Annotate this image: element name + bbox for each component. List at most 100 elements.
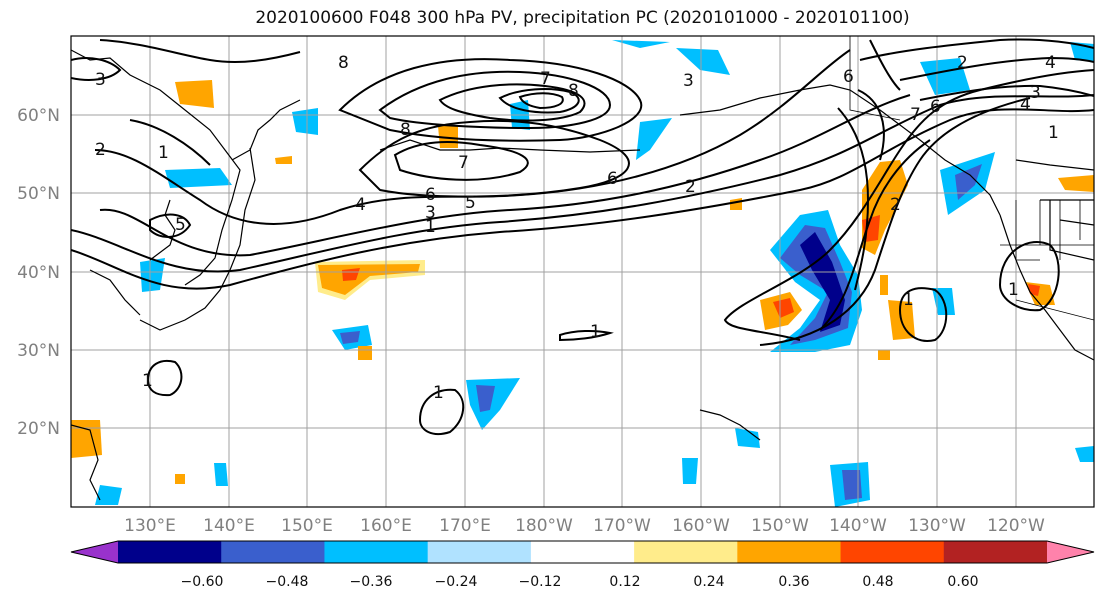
contour-label: 4 [355, 195, 366, 215]
precip-negative-region [340, 331, 360, 344]
lat-label: 60°N [17, 106, 60, 126]
lon-label: 170°E [439, 516, 491, 536]
contour-label: 6 [607, 169, 618, 189]
precip-negative-region [682, 458, 698, 484]
contour-label: 2 [95, 140, 106, 160]
political-borders [849, 36, 1094, 321]
latitude-labels: 60°N 50°N 40°N 30°N 20°N [17, 106, 60, 439]
contour-label: 2 [957, 53, 968, 73]
contour-label: 1 [1008, 280, 1019, 300]
colorbar-tick-label: 0.36 [778, 574, 809, 590]
precip-negative-region [95, 485, 122, 505]
contour-label: 1 [425, 217, 436, 237]
colorbar-segment [324, 541, 429, 563]
lat-label: 30°N [17, 341, 60, 361]
contour-label: 6 [930, 97, 941, 117]
contour-label: 6 [843, 67, 854, 87]
colorbar-tick-label: −0.12 [519, 574, 562, 590]
lon-label: 130°E [124, 516, 176, 536]
contour-label: 5 [175, 215, 186, 235]
contour-label: 4 [1020, 95, 1031, 115]
precip-positive-region [71, 420, 102, 458]
contour-label: 1 [1048, 123, 1059, 143]
colorbar-segment [427, 541, 532, 563]
precip-positive-region [878, 350, 890, 360]
precip-negative-region [165, 168, 232, 188]
contour-label: 5 [465, 193, 476, 213]
colorbar-tick-label: 0.12 [609, 574, 640, 590]
colorbar-tick-label: −0.36 [350, 574, 393, 590]
lat-label: 40°N [17, 263, 60, 283]
precip-positive-region [773, 298, 794, 318]
contour-label: 8 [568, 81, 579, 101]
contour-label: 1 [142, 371, 153, 391]
colorbar-tick-labels: −0.60 −0.48 −0.36 −0.24 −0.12 0.12 0.24 … [181, 574, 979, 590]
precip-anomaly-shading [71, 40, 1094, 507]
colorbar-segment [634, 541, 738, 563]
precip-negative-region [636, 118, 672, 160]
colorbar-tick-label: 0.24 [693, 574, 724, 590]
contour-label: 1 [903, 290, 914, 310]
precip-positive-region [175, 474, 185, 484]
colorbar-tick-label: 0.48 [862, 574, 893, 590]
pv-contours [71, 38, 1094, 436]
lon-label: 150°E [281, 516, 333, 536]
lon-label: 160°W [672, 516, 730, 536]
contour-label: 1 [158, 143, 169, 163]
colorbar-segment [840, 541, 945, 563]
colorbar-segment [118, 541, 222, 563]
precip-negative-region [476, 385, 495, 412]
precip-positive-region [1058, 175, 1094, 192]
precip-negative-region [735, 428, 760, 448]
colorbar-segment [221, 541, 325, 563]
lon-label: 140°W [829, 516, 887, 536]
colorbar-tick-label: −0.60 [181, 574, 224, 590]
lon-label: 160°E [360, 516, 412, 536]
lon-label: 130°W [908, 516, 966, 536]
colorbar-segment [943, 541, 1048, 563]
precip-positive-region [358, 346, 372, 360]
contour-label: 3 [95, 70, 106, 90]
precip-negative-region [920, 58, 970, 95]
precip-positive-region [880, 275, 888, 295]
precip-negative-region [292, 108, 318, 135]
plot-border [70, 35, 1095, 508]
colorbar-segment [530, 541, 635, 563]
contour-label: 3 [683, 71, 694, 91]
map-title: 2020100600 F048 300 hPa PV, precipitatio… [255, 8, 910, 28]
lat-label: 20°N [17, 419, 60, 439]
contour-label: 1 [590, 322, 601, 342]
contour-label: 4 [1045, 53, 1056, 73]
lon-label: 140°E [203, 516, 255, 536]
contour-labels: 1 1 1 1 1 1 1 1 2 2 2 2 3 3 3 3 4 4 4 5 … [95, 53, 1059, 403]
precip-negative-region [612, 40, 670, 48]
precip-positive-region [175, 80, 214, 108]
contour-label: 6 [425, 185, 436, 205]
contour-label: 2 [890, 195, 901, 215]
colorbar-outline [70, 540, 1095, 564]
colorbar-tick-label: 0.60 [947, 574, 978, 590]
precip-negative-region [842, 470, 862, 500]
contour-label: 8 [400, 120, 411, 140]
coastlines [71, 49, 1094, 501]
contour-label: 3 [425, 203, 436, 223]
precip-positive-region [342, 268, 360, 281]
contour-label: 7 [458, 153, 469, 173]
lat-label: 50°N [17, 184, 60, 204]
contour-label: 7 [910, 105, 921, 125]
contour-label: 3 [1030, 83, 1041, 103]
lon-label: 120°W [987, 516, 1045, 536]
lon-label: 180°W [515, 516, 573, 536]
contour-label: 1 [433, 383, 444, 403]
precip-negative-region [1075, 446, 1094, 462]
contour-label: 2 [685, 177, 696, 197]
precip-negative-region [676, 48, 730, 75]
longitude-labels: 130°E 140°E 150°E 160°E 170°E 180°W 170°… [124, 516, 1045, 536]
contour-label: 8 [338, 53, 349, 73]
lon-label: 150°W [751, 516, 809, 536]
precip-positive-region [275, 156, 292, 164]
colorbar-tick-label: −0.48 [266, 574, 309, 590]
precip-positive-region [730, 198, 742, 210]
colorbar-tick-label: −0.24 [435, 574, 478, 590]
